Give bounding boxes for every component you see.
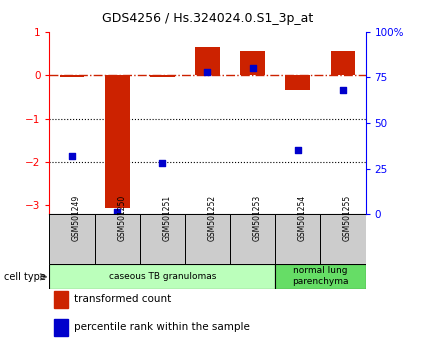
Text: cell type: cell type xyxy=(4,272,46,282)
Bar xyxy=(195,47,220,75)
Bar xyxy=(320,214,366,264)
Text: transformed count: transformed count xyxy=(74,294,171,304)
Text: GSM501253: GSM501253 xyxy=(253,195,261,241)
Text: caseous TB granulomas: caseous TB granulomas xyxy=(109,272,216,281)
Point xyxy=(339,87,346,93)
Bar xyxy=(140,214,185,264)
Bar xyxy=(105,75,129,208)
Bar xyxy=(185,214,230,264)
Bar xyxy=(331,51,355,75)
Point xyxy=(204,69,211,75)
Bar xyxy=(49,264,275,289)
Text: GSM501254: GSM501254 xyxy=(298,195,307,241)
Text: GSM501255: GSM501255 xyxy=(343,195,352,241)
Bar xyxy=(286,75,310,91)
Bar xyxy=(275,264,366,289)
Point xyxy=(159,160,166,166)
Bar xyxy=(275,214,320,264)
Bar xyxy=(230,214,275,264)
Bar xyxy=(150,75,175,78)
Point xyxy=(114,210,120,215)
Bar xyxy=(60,75,84,78)
Text: GSM501249: GSM501249 xyxy=(72,195,81,241)
Bar xyxy=(49,214,95,264)
Text: GSM501252: GSM501252 xyxy=(207,195,216,241)
Text: normal lung
parenchyma: normal lung parenchyma xyxy=(292,267,349,286)
Bar xyxy=(95,214,140,264)
Text: GSM501251: GSM501251 xyxy=(162,195,171,241)
Point xyxy=(294,148,301,153)
Point xyxy=(69,153,76,159)
Bar xyxy=(240,51,265,75)
Text: GSM501250: GSM501250 xyxy=(117,195,126,241)
Text: percentile rank within the sample: percentile rank within the sample xyxy=(74,322,250,332)
Point xyxy=(249,65,256,71)
Text: GDS4256 / Hs.324024.0.S1_3p_at: GDS4256 / Hs.324024.0.S1_3p_at xyxy=(102,12,313,25)
